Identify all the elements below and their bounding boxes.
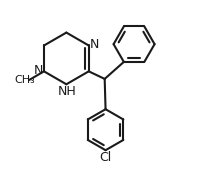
Text: CH₃: CH₃	[15, 75, 35, 85]
Text: N: N	[34, 64, 43, 77]
Text: Cl: Cl	[99, 151, 112, 164]
Text: N: N	[90, 38, 99, 50]
Text: NH: NH	[58, 85, 77, 98]
